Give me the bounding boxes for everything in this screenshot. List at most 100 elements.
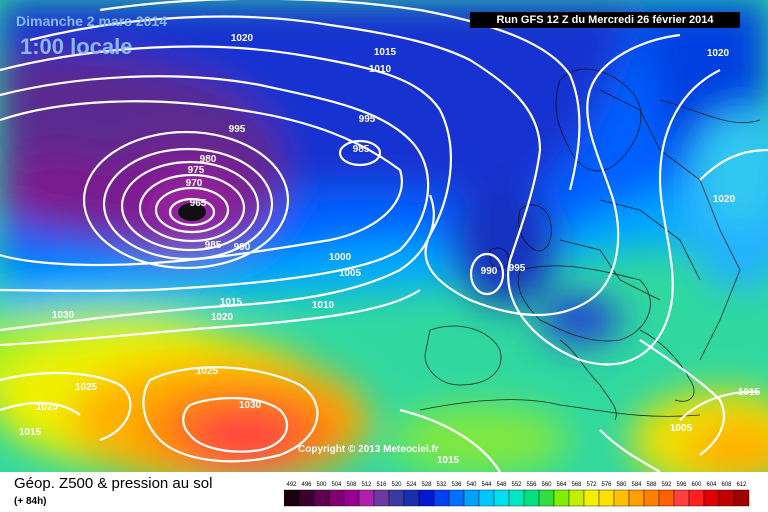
isobar-label-p1005-a: 1005 bbox=[339, 268, 362, 279]
legend-tick-label: 548 bbox=[496, 482, 507, 488]
legend-swatch bbox=[688, 489, 705, 507]
isobar-label-p995-a: 995 bbox=[229, 124, 246, 135]
legend-tick-label: 532 bbox=[436, 482, 447, 488]
isobar-label-p990-b: 990 bbox=[481, 266, 498, 277]
legend-swatch bbox=[478, 489, 495, 507]
isobar-label-p1015-a: 1015 bbox=[220, 297, 243, 308]
isobar-label-p990-a: 990 bbox=[234, 242, 251, 253]
legend-tick-label: 560 bbox=[541, 482, 552, 488]
legend-swatch bbox=[643, 489, 660, 507]
legend-tick-label: 528 bbox=[421, 482, 432, 488]
legend-swatch bbox=[613, 489, 630, 507]
legend-tick-label: 600 bbox=[691, 482, 702, 488]
isobar-label-p1015-d: 1015 bbox=[437, 455, 460, 466]
legend-swatch bbox=[388, 489, 405, 507]
legend-swatch bbox=[658, 489, 675, 507]
isobar-label-p1020-b: 1020 bbox=[36, 402, 59, 413]
isobar-label-p1025-a: 1025 bbox=[75, 382, 98, 393]
copyright-text: Copyright © 2013 Meteociel.fr bbox=[298, 444, 439, 455]
legend-swatch bbox=[343, 489, 360, 507]
legend-tick-label: 552 bbox=[511, 482, 522, 488]
isobar-label-p1015-n: 1015 bbox=[374, 47, 397, 58]
legend-tick-label: 540 bbox=[466, 482, 477, 488]
isobar-label-p1015-b: 1015 bbox=[19, 427, 42, 438]
isobar-label-p1020-nw: 1020 bbox=[231, 33, 254, 44]
legend-tick-label: 568 bbox=[571, 482, 582, 488]
legend-swatch bbox=[673, 489, 690, 507]
legend-tick-label: 524 bbox=[406, 482, 417, 488]
legend-swatch bbox=[448, 489, 465, 507]
legend-tick-label: 492 bbox=[286, 482, 297, 488]
weather-map: 1020 1015 1010 1020 995 995 985 980 975 970 965 985… bbox=[0, 0, 768, 472]
legend-swatch bbox=[298, 489, 315, 507]
legend-tick-label: 584 bbox=[631, 482, 642, 488]
isobar-label-p1030-a: 1030 bbox=[52, 310, 75, 321]
legend-swatch bbox=[403, 489, 420, 507]
isobar-label-p995-b: 995 bbox=[359, 114, 376, 125]
isobar-label-p970: 970 bbox=[186, 178, 203, 189]
legend-tick-label: 576 bbox=[601, 482, 612, 488]
legend-tick-label: 580 bbox=[616, 482, 627, 488]
legend-swatch bbox=[284, 489, 300, 507]
legend-tick-label: 500 bbox=[316, 482, 327, 488]
isobar-label-p995-c: 995 bbox=[509, 263, 526, 274]
isobar-label-p1020-e: 1020 bbox=[713, 194, 736, 205]
isobar-label-p1020-ne: 1020 bbox=[707, 48, 730, 59]
isobar-label-p985-a: 985 bbox=[353, 144, 370, 155]
isobar-label-p985-b: 985 bbox=[205, 240, 222, 251]
legend-swatch bbox=[733, 489, 750, 507]
legend-tick-label: 516 bbox=[376, 482, 387, 488]
legend-subtitle: (+ 84h) bbox=[14, 496, 47, 507]
legend-swatch bbox=[373, 489, 390, 507]
legend-tick-label: 608 bbox=[721, 482, 732, 488]
legend-swatch bbox=[508, 489, 525, 507]
isobar-label-p980: 980 bbox=[200, 154, 217, 165]
isobar-label-p1030-b: 1030 bbox=[239, 400, 262, 411]
legend-tick-label: 592 bbox=[661, 482, 672, 488]
legend-swatch bbox=[493, 489, 510, 507]
color-scale: 492 496 500 504 508 512 516 520 524 528 532 536 540 5… bbox=[284, 482, 750, 507]
legend-swatch bbox=[718, 489, 735, 507]
legend-tick-label: 588 bbox=[646, 482, 657, 488]
legend-tick-label: 508 bbox=[346, 482, 357, 488]
legend-swatch bbox=[598, 489, 615, 507]
legend-title: Géop. Z500 & pression au sol bbox=[14, 475, 213, 492]
legend-tick-label: 556 bbox=[526, 482, 537, 488]
legend-swatch bbox=[583, 489, 600, 507]
geopotential-field bbox=[0, 0, 768, 472]
legend-tick-label: 572 bbox=[586, 482, 597, 488]
legend-panel: Géop. Z500 & pression au sol (+ 84h) 492… bbox=[0, 472, 768, 512]
isobar-label-p1010-a: 1010 bbox=[312, 300, 335, 311]
isobar-label-p1025-b: 1025 bbox=[196, 366, 219, 377]
isobar-label-p1000: 1000 bbox=[329, 252, 352, 263]
run-info: Run GFS 12 Z du Mercredi 26 février 2014 bbox=[470, 12, 740, 28]
legend-tick-label: 604 bbox=[706, 482, 717, 488]
legend-tick-label: 564 bbox=[556, 482, 567, 488]
legend-swatch bbox=[538, 489, 555, 507]
legend-swatch bbox=[463, 489, 480, 507]
legend-tick-label: 544 bbox=[481, 482, 492, 488]
isobar-label-p965: 965 bbox=[190, 198, 207, 209]
legend-tick-label: 504 bbox=[331, 482, 342, 488]
legend-swatch bbox=[568, 489, 585, 507]
legend-swatch bbox=[418, 489, 435, 507]
isobar-label-p1015-c: 1015 bbox=[738, 387, 761, 398]
legend-tick-label: 612 bbox=[736, 482, 747, 488]
legend-swatch bbox=[328, 489, 345, 507]
isobar-label-p1005-b: 1005 bbox=[670, 423, 693, 434]
legend-tick-label: 520 bbox=[391, 482, 402, 488]
legend-swatch bbox=[703, 489, 720, 507]
legend-tick-label: 536 bbox=[451, 482, 462, 488]
forecast-time: 1:00 locale bbox=[20, 34, 133, 59]
legend-swatch bbox=[433, 489, 450, 507]
legend-swatch bbox=[358, 489, 375, 507]
isobar-label-p975: 975 bbox=[188, 165, 205, 176]
isobar-label-p1010-n: 1010 bbox=[369, 64, 392, 75]
legend-tick-label: 596 bbox=[676, 482, 687, 488]
coastlines bbox=[419, 68, 761, 421]
legend-swatch bbox=[523, 489, 540, 507]
isobar-label-p1020-a: 1020 bbox=[211, 312, 234, 323]
legend-swatch bbox=[553, 489, 570, 507]
